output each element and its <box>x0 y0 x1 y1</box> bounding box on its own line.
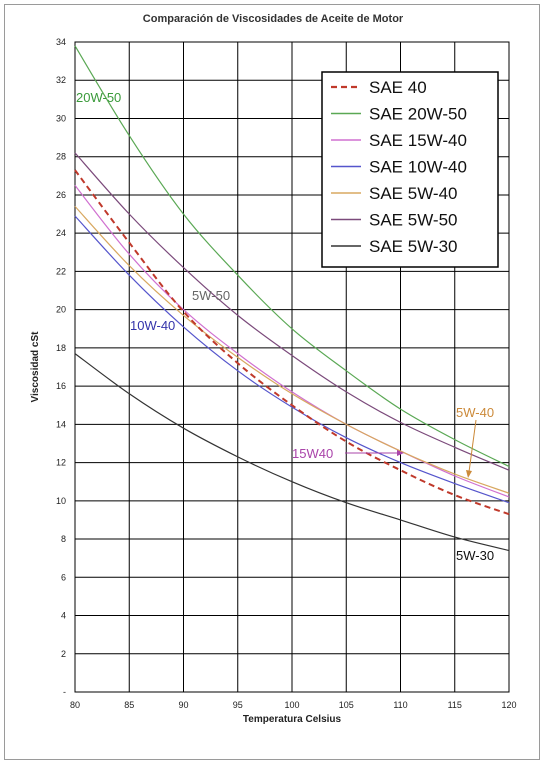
y-tick-label: 8 <box>61 534 66 544</box>
y-tick-label: 20 <box>56 305 66 315</box>
y-tick-label: 32 <box>56 75 66 85</box>
series-line-sae-5w-50 <box>74 152 510 471</box>
x-tick-label: 115 <box>448 700 462 710</box>
annotation-10w40: 10W-40 <box>130 318 175 333</box>
y-tick-label: 4 <box>61 611 66 621</box>
series-line-sae-10w-40 <box>74 215 510 504</box>
y-tick-label: 26 <box>56 190 66 200</box>
curve-annotations: 20W-50 5W-50 10W-40 15W40 5W-40 5W-30 <box>76 90 494 563</box>
y-tick-label: 2 <box>61 649 66 659</box>
legend-items: SAE 40 SAE 20W-50 SAE 15W-40 SAE 10W-40 SAE … <box>331 78 467 256</box>
x-tick-label: 95 <box>233 700 243 710</box>
y-tick-label: - <box>63 687 66 697</box>
x-axis-title: Temperatura Celsius <box>243 714 342 725</box>
legend: SAE 40 SAE 20W-50 SAE 15W-40 SAE 10W-40 SAE … <box>321 71 499 268</box>
series-line-sae-5w-30 <box>74 353 510 552</box>
y-tick-label: 30 <box>56 113 66 123</box>
legend-label: SAE 10W-40 <box>369 158 467 177</box>
annotation-arrows <box>345 419 477 478</box>
chart-title: Comparación de Viscosidades de Aceite de… <box>143 13 404 25</box>
series-line-sae-40 <box>74 169 510 516</box>
y-tick-label: 18 <box>56 343 66 353</box>
x-tick-label: 120 <box>501 700 516 710</box>
x-axis-ticks: 80 85 90 95 100 105 110 115 120 <box>70 700 517 710</box>
annotation-5w30: 5W-30 <box>456 548 494 563</box>
y-tick-label: 28 <box>56 152 66 162</box>
series-line-sae-15w-40 <box>74 185 510 498</box>
annotation-15w40: 15W40 <box>292 446 333 461</box>
y-tick-label: 22 <box>56 266 66 276</box>
x-tick-label: 105 <box>339 700 354 710</box>
x-tick-label: 90 <box>178 700 188 710</box>
y-tick-label: 14 <box>56 419 66 429</box>
annotation-arrowhead-5w40 <box>466 470 472 478</box>
y-tick-label: 16 <box>56 381 66 391</box>
legend-box <box>321 71 499 268</box>
plot-area-border <box>74 41 510 693</box>
annotation-5w40: 5W-40 <box>456 405 494 420</box>
x-tick-label: 80 <box>70 700 80 710</box>
x-tick-label: 110 <box>393 700 407 710</box>
x-tick-label: 85 <box>124 700 134 710</box>
x-tick-label: 100 <box>284 700 299 710</box>
series-line-sae-20w-50 <box>74 45 510 467</box>
legend-label: SAE 15W-40 <box>369 131 467 150</box>
chart-frame <box>4 4 540 760</box>
legend-label: SAE 5W-30 <box>369 237 458 256</box>
y-tick-label: 34 <box>56 37 66 47</box>
legend-label: SAE 5W-50 <box>369 211 458 230</box>
annotation-arrow-5w40 <box>468 419 477 473</box>
annotation-arrowhead-15w40 <box>397 450 404 456</box>
annotation-20w50: 20W-50 <box>76 90 121 105</box>
legend-label: SAE 5W-40 <box>369 184 458 203</box>
y-tick-label: 6 <box>61 572 66 582</box>
legend-label: SAE 20W-50 <box>369 105 467 124</box>
annotation-5w50: 5W-50 <box>192 288 230 303</box>
series-lines <box>74 45 510 552</box>
y-tick-label: 10 <box>56 496 66 506</box>
y-axis-title: Viscosidad cSt <box>30 331 41 403</box>
legend-label: SAE 40 <box>369 78 427 97</box>
y-tick-label: 24 <box>56 228 66 238</box>
y-tick-label: 12 <box>56 458 66 468</box>
series-line-sae-5w-40 <box>74 205 510 494</box>
